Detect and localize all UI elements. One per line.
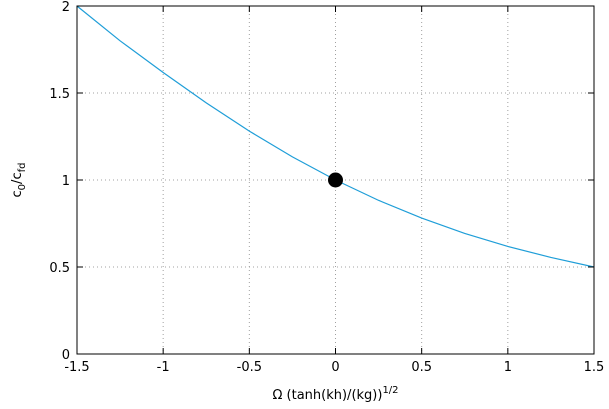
y-tick-label: 0.5 (49, 261, 70, 276)
x-tick-label: 1.5 (584, 360, 605, 375)
tick-marks (76, 5, 595, 355)
x-axis-label-base: Ω (tanh(kh)/(kg)) (272, 388, 382, 403)
x-tick-labels: -1.5 -1 -0.5 0 0.5 1 1.5 (64, 360, 604, 375)
x-tick-label: -0.5 (237, 360, 262, 375)
y-axis-label: c0/cfd (10, 163, 28, 198)
x-tick-label: -1.5 (64, 360, 89, 375)
x-axis-label-superscript: 1/2 (382, 385, 398, 396)
y-axis-label-sub2: fd (17, 163, 28, 173)
y-axis-label-sub1: 0 (17, 184, 28, 190)
y-tick-label: 2 (62, 0, 70, 15)
y-axis-label-mid: /c (10, 172, 25, 184)
y-tick-labels: 0 0.5 1 1.5 2 (49, 0, 70, 363)
x-tick-label: -1 (157, 360, 170, 375)
marker-layer (328, 172, 343, 188)
x-tick-label: 0 (331, 360, 339, 375)
series-layer (76, 5, 595, 268)
y-tick-label: 1.5 (49, 87, 70, 102)
x-tick-label: 1 (504, 360, 512, 375)
data-point-marker (328, 172, 343, 188)
y-tick-label: 0 (62, 348, 70, 363)
series-line (76, 5, 595, 268)
y-axis-label-base: c (10, 190, 25, 197)
y-tick-label: 1 (62, 174, 70, 189)
x-axis-label: Ω (tanh(kh)/(kg))1/2 (272, 385, 398, 403)
x-tick-label: 0.5 (411, 360, 432, 375)
